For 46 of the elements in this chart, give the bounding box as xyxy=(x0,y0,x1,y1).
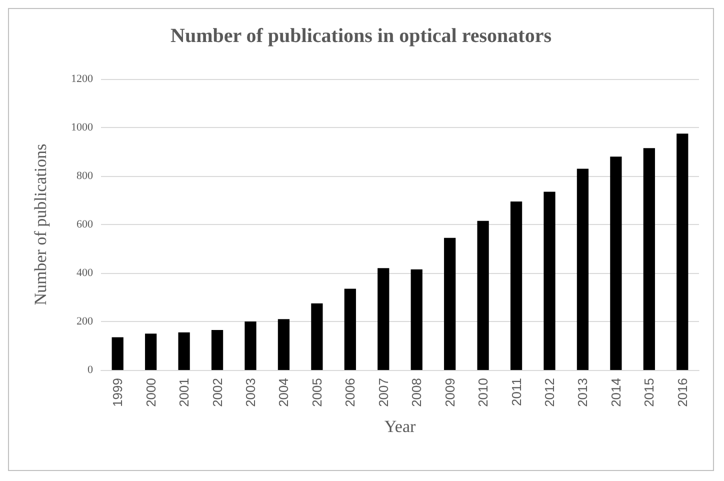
bar xyxy=(178,332,190,370)
bar xyxy=(643,148,655,370)
bar xyxy=(278,319,290,370)
x-tick-label: 2014 xyxy=(608,378,624,407)
bar xyxy=(410,269,422,370)
bar xyxy=(610,156,622,370)
bar xyxy=(477,220,489,370)
bar xyxy=(510,201,522,370)
x-tick-label: 2003 xyxy=(243,378,258,407)
x-tick-label: 2007 xyxy=(376,378,391,407)
x-tick-label: 2013 xyxy=(575,378,590,407)
x-tick-label: 2005 xyxy=(309,378,324,407)
bar xyxy=(311,303,323,370)
bar xyxy=(576,168,589,370)
bar xyxy=(112,337,124,370)
bar xyxy=(676,134,688,370)
x-tick-label: 2015 xyxy=(642,378,657,407)
y-tick-label: 0 xyxy=(88,364,94,376)
x-tick-label: 2001 xyxy=(176,378,192,407)
y-tick-label: 200 xyxy=(76,316,94,328)
bar xyxy=(378,268,390,370)
x-tick-label: 2002 xyxy=(210,378,225,407)
y-tick-label: 600 xyxy=(76,218,94,230)
x-axis-title: Year xyxy=(384,417,416,436)
bar xyxy=(211,330,224,370)
bar xyxy=(544,192,556,370)
bar xyxy=(344,288,356,370)
bar xyxy=(244,322,256,370)
x-tick-label: 2011 xyxy=(508,378,524,406)
x-tick-label: 2008 xyxy=(409,378,424,407)
y-tick-label: 1200 xyxy=(71,73,94,85)
x-tick-label: 2016 xyxy=(674,378,690,407)
y-tick-label: 800 xyxy=(76,170,94,182)
x-tick-label: 1999 xyxy=(110,378,126,407)
y-axis-title: Number of publications xyxy=(31,144,50,306)
bar xyxy=(444,238,456,370)
x-tick-label: 2000 xyxy=(143,378,158,407)
y-tick-label: 400 xyxy=(76,267,94,279)
chart-title: Number of publications in optical resonators xyxy=(170,25,552,47)
x-tick-label: 2009 xyxy=(442,378,458,407)
x-tick-label: 2004 xyxy=(276,378,292,407)
y-tick-label: 1000 xyxy=(71,122,94,134)
x-tick-label: 2012 xyxy=(542,378,557,407)
x-tick-label: 2006 xyxy=(342,378,358,407)
bar xyxy=(145,334,157,370)
x-tick-label: 2010 xyxy=(476,378,491,407)
